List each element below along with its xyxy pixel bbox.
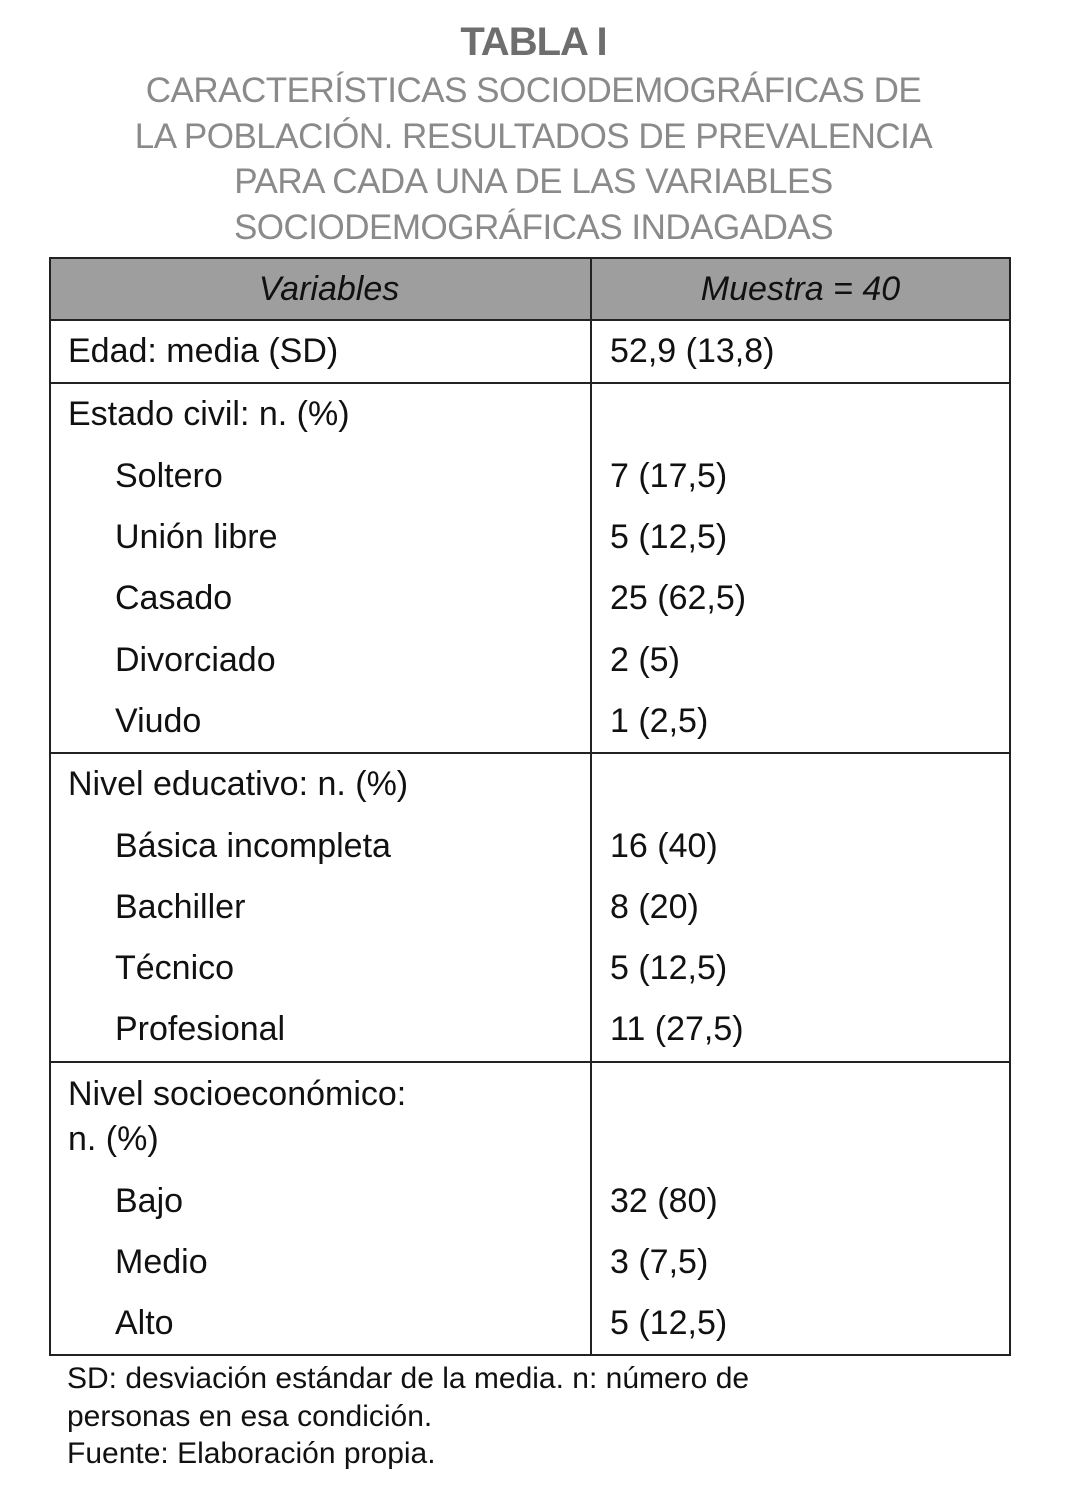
row-label: Medio [50, 1231, 592, 1294]
row-label: Bajo [50, 1170, 592, 1232]
row-value: 52,9 (13,8) [610, 332, 775, 371]
header-sample: Muestra = 40 [591, 258, 1010, 321]
row-value: 5 (12,5) [610, 949, 728, 988]
row-label: Viudo [50, 690, 592, 754]
table-row: Edad: media (SD) 52,9 (13,8) [50, 320, 1010, 384]
section-edad: Edad: media (SD) 52,9 (13,8) [50, 320, 1010, 384]
section-label: Nivel socioeconómico: n. (%) [50, 1061, 592, 1171]
footnotes: SD: desviación estándar de la media. n: … [67, 1360, 749, 1473]
section-nivel-educativo: Nivel educativo: n. (%) Básica incomplet… [50, 753, 1010, 1062]
row-label: Alto [50, 1293, 592, 1356]
row-label: Básica incompleta [50, 815, 592, 877]
row-value: 5 (12,5) [610, 1304, 728, 1343]
row-label: Casado [50, 568, 592, 630]
section-header-row: Estado civil: n. (%) [50, 383, 1010, 446]
section-nivel-socioeconomico: Nivel socioeconómico: n. (%) Bajo 32 (80) … [50, 1061, 1010, 1356]
section-header-row: Nivel socioeconómico: n. (%) [50, 1061, 1010, 1171]
header-variables: Variables [50, 258, 592, 321]
section-estado-civil: Estado civil: n. (%) Soltero 7 (17,5) Uni… [50, 383, 1010, 754]
table-row: Básica incompleta 16 (40) [50, 815, 1010, 877]
section-label-line: Nivel socioeconómico: [68, 1074, 407, 1113]
row-value: 3 (7,5) [610, 1243, 709, 1281]
row-label: Unión libre [50, 506, 592, 569]
section-label-line: n. (%) [68, 1119, 159, 1158]
row-value: 1 (2,5) [610, 701, 709, 740]
row-label: Divorciado [50, 629, 592, 691]
table-subtitle: CARACTERÍSTICAS SOCIODEMOGRÁFICAS DE LA … [0, 68, 1067, 250]
table-row: Viudo 1 (2,5) [50, 690, 1010, 754]
section-label: Nivel educativo: n. (%) [50, 753, 592, 816]
footnote-line: personas en esa condición. [67, 1399, 433, 1433]
row-label: Profesional [50, 999, 592, 1062]
row-label: Técnico [50, 937, 592, 1000]
row-label: Soltero [50, 445, 592, 507]
row-value: 25 (62,5) [610, 579, 747, 618]
table-row: Profesional 11 (27,5) [50, 999, 1010, 1062]
row-value: 11 (27,5) [610, 1010, 744, 1049]
row-value: 8 (20) [610, 887, 699, 926]
sociodemographic-table: Variables Muestra = 40 Edad: media (SD) … [49, 257, 1011, 1357]
table-title: TABLA I [460, 20, 607, 64]
subtitle-line: LA POBLACIÓN. RESULTADOS DE PREVALENCIA [134, 116, 933, 156]
table-row: Unión libre 5 (12,5) [50, 506, 1010, 569]
row-value: 16 (40) [610, 826, 718, 865]
row-value: 7 (17,5) [610, 456, 728, 495]
header-row: Variables Muestra = 40 [50, 258, 1010, 321]
row-label: Bachiller [50, 876, 592, 938]
footnote-line: SD: desviación estándar de la media. n: … [67, 1362, 750, 1395]
footnote-line: Fuente: Elaboración propia. [67, 1437, 436, 1470]
subtitle-line: CARACTERÍSTICAS SOCIODEMOGRÁFICAS DE [145, 71, 922, 110]
row-label: Edad: media (SD) [50, 320, 592, 384]
table-row: Casado 25 (62,5) [50, 568, 1010, 630]
table-row: Medio 3 (7,5) [50, 1231, 1010, 1294]
subtitle-line: PARA CADA UNA DE LAS VARIABLES [234, 162, 833, 201]
table-row: Divorciado 2 (5) [50, 629, 1010, 691]
section-header-row: Nivel educativo: n. (%) [50, 753, 1010, 816]
section-label: Estado civil: n. (%) [50, 383, 592, 446]
row-value: 5 (12,5) [610, 518, 728, 557]
table-row: Bajo 32 (80) [50, 1170, 1010, 1232]
table-row: Bachiller 8 (20) [50, 876, 1010, 938]
table-row: Soltero 7 (17,5) [50, 445, 1010, 507]
row-value: 32 (80) [610, 1181, 718, 1220]
table-row: Técnico 5 (12,5) [50, 937, 1010, 1000]
row-value: 2 (5) [610, 640, 680, 679]
subtitle-line: SOCIODEMOGRÁFICAS INDAGADAS [233, 207, 834, 247]
table-row: Alto 5 (12,5) [50, 1293, 1010, 1356]
